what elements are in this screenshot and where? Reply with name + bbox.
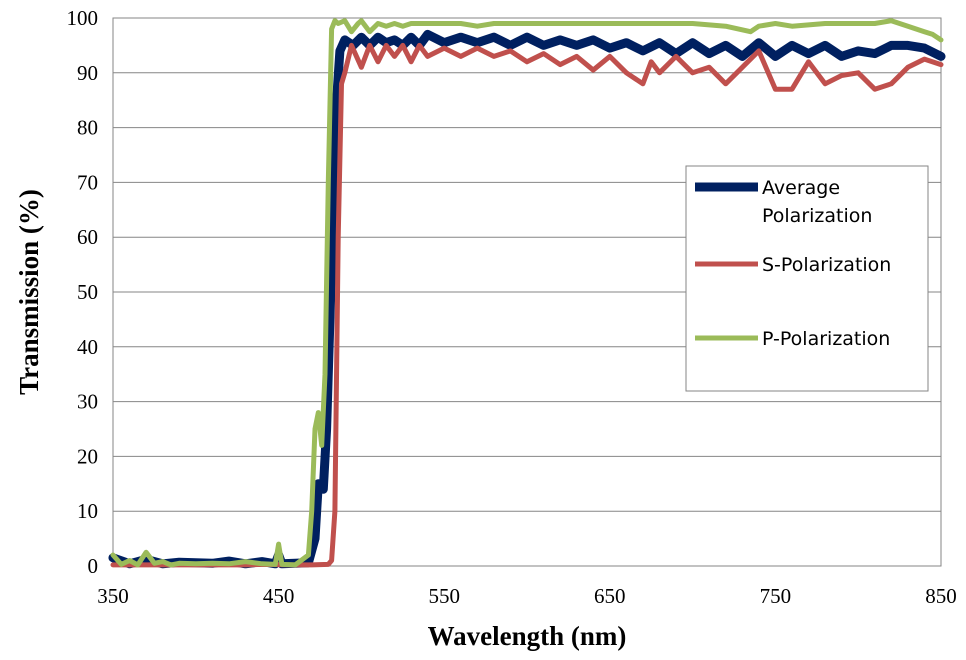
- legend-label-s: S-Polarization: [762, 254, 891, 276]
- x-tick-label: 850: [925, 584, 957, 608]
- legend-label-p: P-Polarization: [762, 328, 890, 350]
- y-tick-label: 50: [77, 280, 98, 304]
- legend: Average Polarization S-Polarization P-Po…: [685, 165, 929, 392]
- y-tick-label: 90: [77, 61, 98, 85]
- series-p-line: [110, 18, 944, 568]
- y-tick-label: 0: [88, 554, 99, 578]
- series-lines: [108, 18, 946, 569]
- y-tick-label: 70: [77, 170, 98, 194]
- y-tick-label: 40: [77, 335, 98, 359]
- y-tick-label: 60: [77, 225, 98, 249]
- x-tick-label: 350: [97, 584, 129, 608]
- x-tick-label: 750: [760, 584, 792, 608]
- x-tick-label: 650: [594, 584, 626, 608]
- x-tick-label: 550: [428, 584, 460, 608]
- series-s-line: [110, 42, 944, 568]
- y-tick-label: 100: [67, 6, 99, 30]
- y-tick-label: 20: [77, 444, 98, 468]
- x-tick-labels: 350 450 550 650 750 850: [97, 584, 957, 608]
- legend-box: [685, 165, 929, 392]
- x-axis-title: Wavelength (nm): [428, 621, 627, 651]
- x-tick-label: 450: [263, 584, 295, 608]
- y-axis-title: Transmission (%): [14, 189, 44, 395]
- legend-label-average: Average Polarization: [762, 177, 872, 227]
- y-tick-label: 10: [77, 499, 98, 523]
- y-tick-label: 30: [77, 390, 98, 414]
- y-tick-label: 80: [77, 116, 98, 140]
- y-tick-labels: 0 10 20 30 40 50 60 70 80 90 100: [67, 6, 99, 578]
